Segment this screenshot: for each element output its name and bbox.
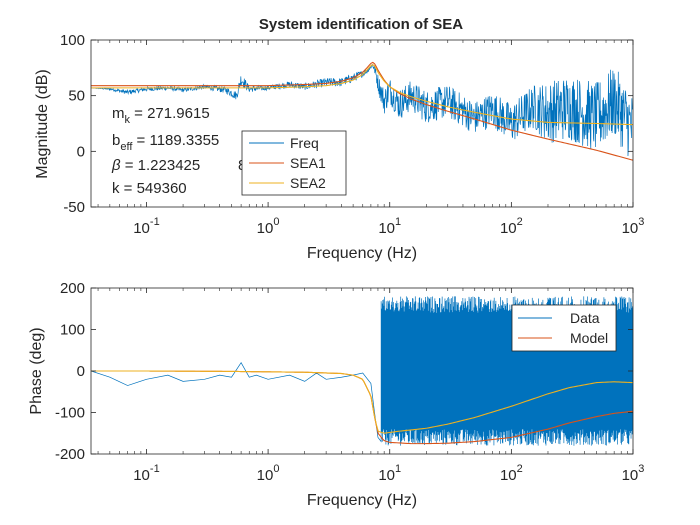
x-tick-label: 102 bbox=[500, 463, 523, 484]
magnitude-series-group bbox=[91, 61, 633, 161]
legend-label-model: Model bbox=[570, 330, 608, 346]
legend-label-data: Data bbox=[570, 310, 600, 326]
magnitude-plot: -50 0 50 100 10-1 100 101 102 103 Magnitude (dB)… bbox=[34, 32, 644, 262]
magnitude-axes-frame bbox=[90, 39, 634, 208]
annotation-k: k = 549360 bbox=[112, 180, 187, 197]
series-line-unlabeled bbox=[91, 370, 633, 434]
y-tick-label: 100 bbox=[60, 32, 85, 49]
x-tick-label: 103 bbox=[622, 216, 645, 237]
y-tick-label: -50 bbox=[63, 199, 85, 216]
phase-legend-box bbox=[511, 304, 617, 352]
phase-legend[interactable]: Data Model bbox=[511, 304, 617, 352]
annotation-beta: β = 1.223425 bbox=[111, 157, 200, 174]
y-tick-label: -100 bbox=[55, 405, 85, 422]
legend-label-sea2: SEA2 bbox=[290, 175, 326, 191]
series-line-sea2 bbox=[91, 63, 633, 126]
magnitude-ticks: -50 0 50 100 10-1 100 101 102 103 bbox=[60, 32, 644, 237]
chart-title: System identification of SEA bbox=[259, 16, 463, 33]
y-tick-label: 100 bbox=[60, 322, 85, 339]
x-tick-label: 101 bbox=[378, 216, 401, 237]
magnitude-legend[interactable]: Freq SEA1 SEA2 bbox=[241, 130, 347, 196]
annotation-beff: beff = 1189.3355 bbox=[112, 132, 219, 153]
parameter-annotations: mk = 271.9615 beff = 1189.3355 β = 1.223… bbox=[111, 105, 246, 197]
phase-ylabel: Phase (deg) bbox=[28, 327, 45, 414]
phase-plot: -200 -100 0 100 200 10-1 100 101 102 103 Phase (d… bbox=[28, 280, 644, 509]
x-tick-label: 100 bbox=[257, 463, 280, 484]
series-line-freq bbox=[91, 64, 633, 157]
x-tick-label: 100 bbox=[257, 216, 280, 237]
y-tick-label: -200 bbox=[55, 446, 85, 463]
series-line-sea1 bbox=[91, 61, 633, 161]
y-tick-label: 0 bbox=[77, 143, 85, 160]
legend-label-freq: Freq bbox=[290, 135, 319, 151]
x-tick-label: 101 bbox=[378, 463, 401, 484]
y-tick-label: 0 bbox=[77, 363, 85, 380]
y-tick-label: 200 bbox=[60, 280, 85, 297]
magnitude-xlabel: Frequency (Hz) bbox=[307, 245, 417, 262]
legend-label-sea1: SEA1 bbox=[290, 155, 326, 171]
phase-xlabel: Frequency (Hz) bbox=[307, 492, 417, 509]
annotation-mk: mk = 271.9615 bbox=[112, 105, 210, 126]
x-tick-label: 10-1 bbox=[133, 463, 159, 484]
x-tick-label: 10-1 bbox=[133, 216, 159, 237]
phase-ticks: -200 -100 0 100 200 10-1 100 101 102 103 bbox=[55, 280, 644, 484]
x-tick-label: 103 bbox=[622, 463, 645, 484]
y-tick-label: 50 bbox=[68, 88, 85, 105]
x-tick-label: 102 bbox=[500, 216, 523, 237]
magnitude-ylabel: Magnitude (dB) bbox=[34, 69, 51, 178]
magnitude-axes-box bbox=[91, 40, 633, 207]
